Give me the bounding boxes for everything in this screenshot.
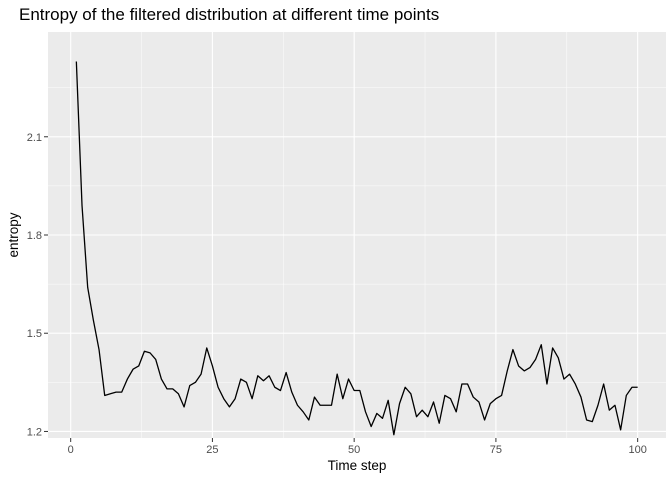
y-axis-title: entropy — [6, 212, 21, 257]
x-axis-title: Time step — [328, 458, 387, 473]
chart-title: Entropy of the filtered distribution at … — [19, 5, 439, 24]
x-tick-label: 100 — [628, 444, 646, 456]
major-gridlines — [48, 32, 666, 438]
x-tick-label: 50 — [348, 444, 360, 456]
x-tick-label: 75 — [490, 444, 502, 456]
y-axis: 1.2 1.5 1.8 2.1 — [27, 132, 48, 438]
x-tick-label: 0 — [68, 444, 74, 456]
y-tick-label: 1.5 — [27, 328, 42, 340]
y-tick-label: 1.2 — [27, 426, 42, 438]
entropy-series-line — [75, 61, 638, 436]
y-tick-label: 2.1 — [27, 132, 42, 144]
y-tick-label: 1.8 — [27, 230, 42, 242]
x-tick-label: 25 — [206, 444, 218, 456]
series-layer — [75, 61, 638, 436]
x-axis: 0 25 50 75 100 — [68, 438, 647, 456]
